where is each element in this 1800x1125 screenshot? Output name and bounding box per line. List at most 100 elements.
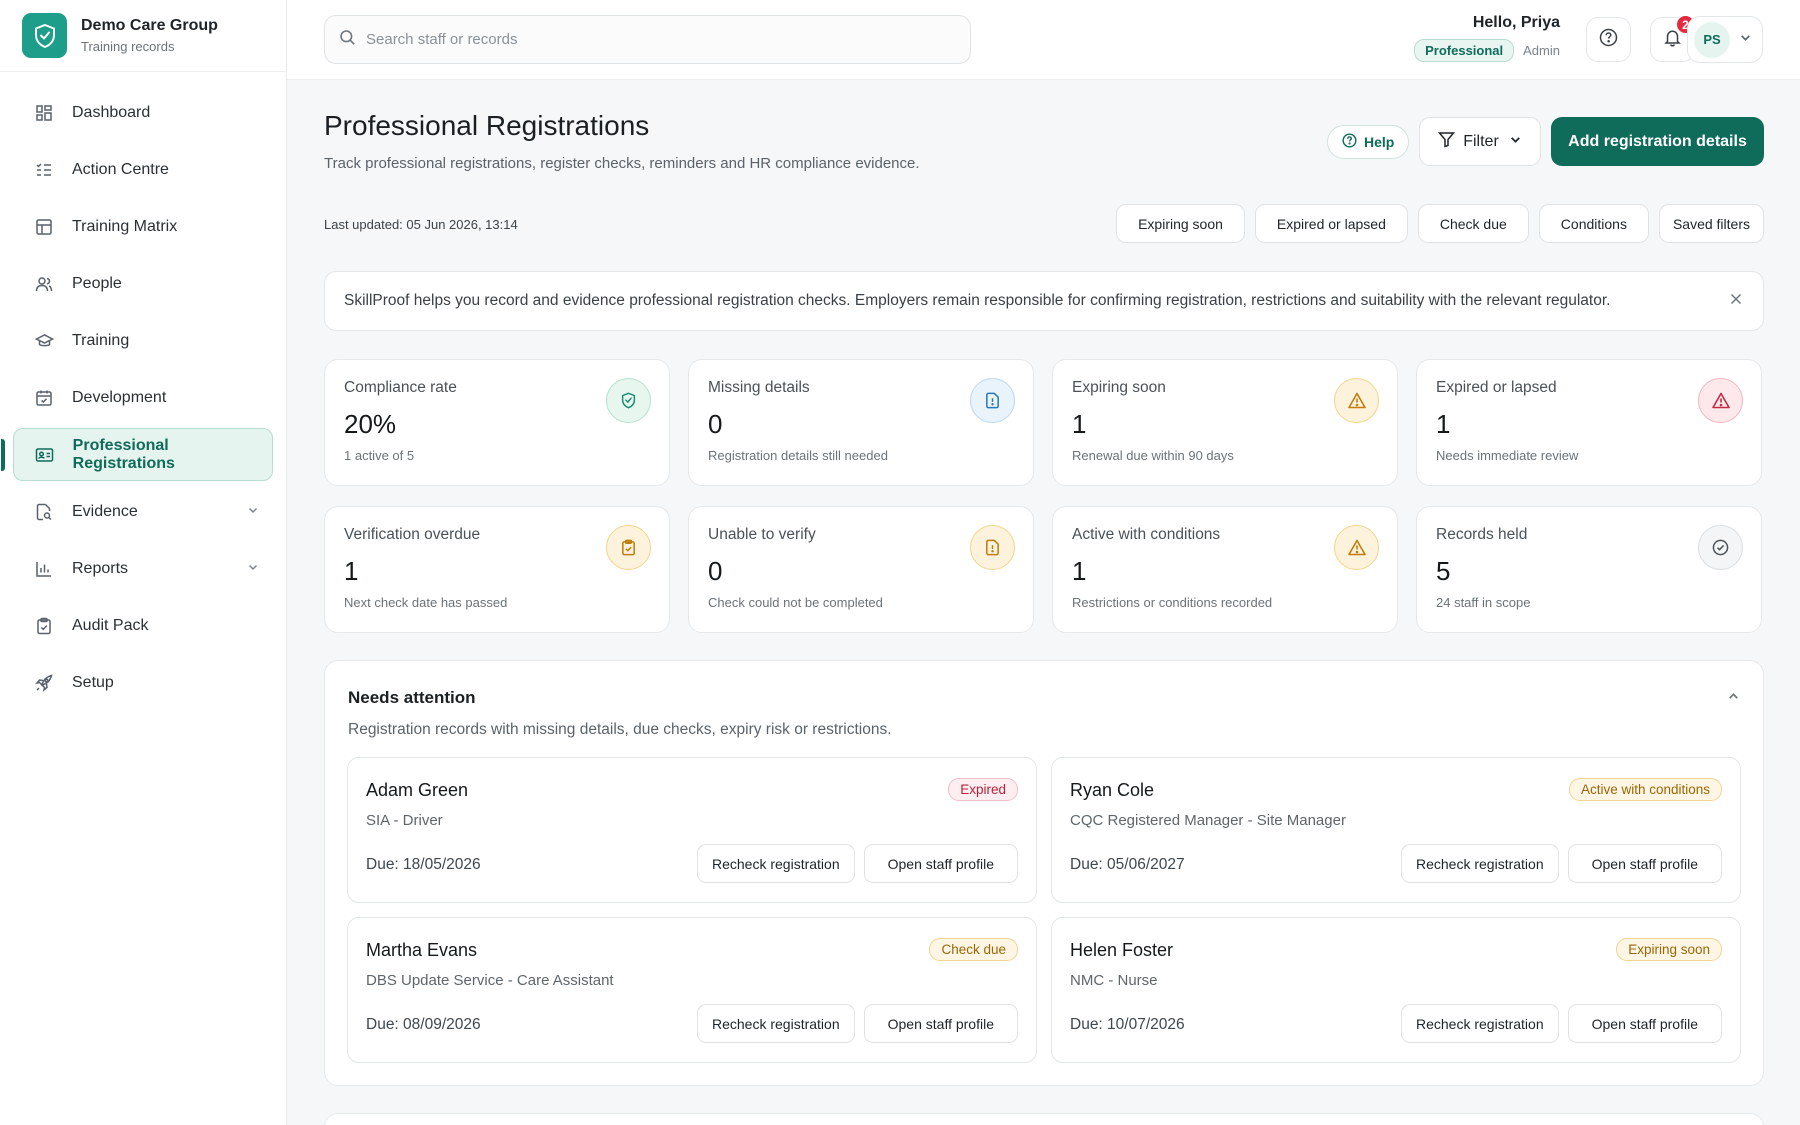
- registration-type: CQC Registered Manager - Site Manager: [1070, 812, 1346, 829]
- sidebar-item-reports[interactable]: Reports: [13, 542, 273, 595]
- avatar: PS: [1694, 21, 1730, 58]
- sidebar-item-setup[interactable]: Setup: [13, 656, 273, 709]
- stat-value: 1: [1436, 409, 1451, 439]
- add-registration-button[interactable]: Add registration details: [1551, 117, 1764, 166]
- chevron-up-icon[interactable]: [1727, 690, 1740, 708]
- chevron-down-icon: [1509, 133, 1522, 151]
- stat-note: 24 staff in scope: [1436, 595, 1531, 610]
- chevron-down-icon[interactable]: [247, 503, 259, 521]
- brand-header[interactable]: Demo Care Group Training records: [0, 0, 286, 72]
- stat-value: 5: [1436, 556, 1451, 586]
- sidebar-item-label: Audit Pack: [72, 616, 149, 634]
- sidebar-item-dashboard[interactable]: Dashboard: [13, 86, 273, 139]
- saved-filters-button[interactable]: Saved filters: [1658, 204, 1764, 243]
- staff-name: Ryan Cole: [1070, 780, 1155, 800]
- stat-note: Next check date has passed: [344, 595, 508, 610]
- info-notice: SkillProof helps you record and evidence…: [324, 271, 1764, 331]
- stat-label: Verification overdue: [344, 526, 481, 543]
- clipboard-check-icon: [606, 525, 651, 570]
- check-circle-icon: [1698, 525, 1743, 570]
- stat-note: 1 active of 5: [344, 448, 415, 463]
- clipboard-check-icon: [34, 616, 54, 636]
- open-staff-profile-button[interactable]: Open staff profile: [1567, 1004, 1722, 1043]
- stat-card-unable-to-verify[interactable]: Unable to verify 0 Check could not be co…: [688, 506, 1034, 633]
- quick-filter-expiring-soon[interactable]: Expiring soon: [1116, 204, 1245, 243]
- help-button[interactable]: Help: [1327, 125, 1410, 159]
- stat-note: Renewal due within 90 days: [1072, 448, 1234, 463]
- user-menu-button[interactable]: PS: [1687, 16, 1763, 63]
- stat-card-active-with-conditions[interactable]: Active with conditions 1 Restrictions or…: [1052, 506, 1398, 633]
- quick-filter-expired[interactable]: Expired or lapsed: [1254, 204, 1408, 243]
- chevron-down-icon[interactable]: [247, 560, 259, 578]
- stat-card-expired-lapsed[interactable]: Expired or lapsed 1 Needs immediate revi…: [1416, 359, 1762, 486]
- user-greeting: Hello, Priya Professional Admin: [1414, 14, 1560, 62]
- search-box[interactable]: [324, 15, 971, 64]
- chevron-down-icon: [1739, 31, 1752, 49]
- registration-type: SIA - Driver: [366, 812, 443, 829]
- stat-value: 1: [1072, 409, 1087, 439]
- help-button-label: Help: [1364, 134, 1395, 150]
- status-badge: Check due: [929, 938, 1018, 961]
- sidebar-item-evidence[interactable]: Evidence: [13, 485, 273, 538]
- sidebar-item-people[interactable]: People: [13, 257, 273, 310]
- open-staff-profile-button[interactable]: Open staff profile: [863, 844, 1018, 883]
- sidebar-item-label: Professional Registrations: [72, 436, 175, 472]
- shield-logo-icon: [22, 13, 67, 58]
- recheck-registration-button[interactable]: Recheck registration: [697, 844, 855, 883]
- stat-value: 1: [1072, 556, 1087, 586]
- sidebar-item-professional-registrations[interactable]: Professional Registrations: [1, 428, 273, 481]
- open-staff-profile-button[interactable]: Open staff profile: [863, 1004, 1018, 1043]
- help-circle-button[interactable]: [1586, 17, 1631, 62]
- section-subtitle: Registration records with missing detail…: [348, 721, 892, 738]
- sidebar: Demo Care Group Training records Dashboa…: [0, 0, 287, 1125]
- sidebar-item-training[interactable]: Training: [13, 314, 273, 367]
- stat-card-verification-overdue[interactable]: Verification overdue 1 Next check date h…: [324, 506, 670, 633]
- quick-filter-check-due[interactable]: Check due: [1417, 204, 1529, 243]
- attention-card: Ryan Cole CQC Registered Manager - Site …: [1051, 757, 1741, 903]
- close-icon[interactable]: [1729, 292, 1743, 311]
- file-search-icon: [34, 502, 54, 522]
- stat-value: 0: [708, 409, 723, 439]
- status-badge: Expiring soon: [1616, 938, 1722, 961]
- sidebar-item-training-matrix[interactable]: Training Matrix: [13, 200, 273, 253]
- search-input[interactable]: [366, 31, 946, 48]
- sidebar-item-audit-pack[interactable]: Audit Pack: [13, 599, 273, 652]
- sidebar-nav: Dashboard Action Centre Training Matrix …: [0, 72, 286, 709]
- organisation-subtitle: Training records: [81, 39, 175, 54]
- recheck-registration-button[interactable]: Recheck registration: [697, 1004, 855, 1043]
- bell-icon: [1663, 28, 1682, 52]
- page-subtitle: Track professional registrations, regist…: [324, 155, 920, 172]
- quick-filter-conditions[interactable]: Conditions: [1538, 204, 1649, 243]
- due-date: Due: 18/05/2026: [366, 856, 481, 873]
- stat-card-compliance-rate[interactable]: Compliance rate 20% 1 active of 5: [324, 359, 670, 486]
- sidebar-item-label: Dashboard: [72, 103, 151, 121]
- stat-note: Registration details still needed: [708, 448, 888, 463]
- sidebar-item-label: Reports: [72, 559, 129, 577]
- stat-label: Unable to verify: [708, 526, 816, 543]
- next-panel-edge: [324, 1113, 1764, 1125]
- graduation-cap-icon: [34, 331, 54, 351]
- notice-text: SkillProof helps you record and evidence…: [344, 292, 1611, 309]
- warning-icon: [1334, 525, 1379, 570]
- stat-value: 0: [708, 556, 723, 586]
- recheck-registration-button[interactable]: Recheck registration: [1401, 1004, 1559, 1043]
- last-updated: Last updated: 05 Jun 2026, 13:14: [324, 217, 518, 232]
- stat-card-expiring-soon[interactable]: Expiring soon 1 Renewal due within 90 da…: [1052, 359, 1398, 486]
- recheck-registration-button[interactable]: Recheck registration: [1401, 844, 1559, 883]
- sidebar-item-label: Development: [72, 388, 167, 406]
- open-staff-profile-button[interactable]: Open staff profile: [1567, 844, 1722, 883]
- status-badge: Expired: [948, 778, 1018, 801]
- sidebar-item-label: People: [72, 274, 122, 292]
- greeting-text: Hello, Priya: [1472, 14, 1560, 31]
- warning-icon: [1698, 378, 1743, 423]
- search-icon: [339, 29, 356, 51]
- sidebar-item-development[interactable]: Development: [13, 371, 273, 424]
- due-date: Due: 08/09/2026: [366, 1016, 481, 1033]
- filter-button[interactable]: Filter: [1419, 117, 1541, 166]
- stat-card-records-held[interactable]: Records held 5 24 staff in scope: [1416, 506, 1762, 633]
- stat-value: 1: [344, 556, 359, 586]
- sidebar-item-action-centre[interactable]: Action Centre: [13, 143, 273, 196]
- stat-card-missing-details[interactable]: Missing details 0 Registration details s…: [688, 359, 1034, 486]
- staff-name: Adam Green: [366, 780, 469, 800]
- stat-label: Expiring soon: [1072, 379, 1166, 396]
